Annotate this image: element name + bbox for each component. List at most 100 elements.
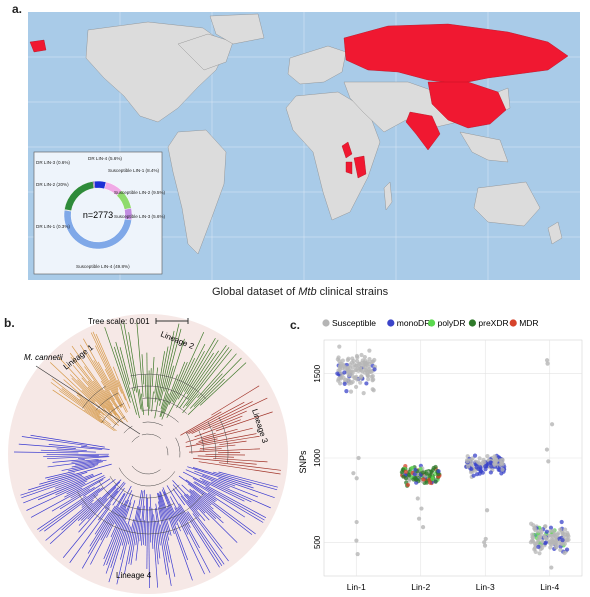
- tree-leaf-branch: [61, 502, 93, 531]
- tree-leaf-branch: [193, 482, 216, 497]
- data-point: [427, 473, 432, 478]
- tree-leaf-branch: [186, 352, 214, 395]
- tree-leaf-branch: [186, 493, 206, 514]
- world-map: n=2773 DR LIN-3 (0.6%) DR LIN-4 (5.6%) S…: [28, 12, 580, 280]
- data-point: [470, 456, 475, 461]
- tree-leaf-branch: [154, 374, 160, 403]
- tree-leaf-branch: [21, 436, 88, 446]
- map-land: [85, 13, 563, 255]
- tree-internal-arc: [112, 416, 126, 428]
- tree-leaf-branch: [149, 368, 152, 409]
- data-point: [367, 369, 372, 374]
- tree-leaf-branch: [190, 494, 217, 520]
- tree-leaf-branch: [186, 401, 245, 434]
- data-point: [414, 477, 419, 482]
- snp-scatter-plot: Susceptible monoDR polyDR preXDR MDR 500 1000…: [298, 318, 583, 592]
- data-point: [477, 456, 482, 461]
- tree-leaf-branch: [115, 341, 137, 415]
- tree-leaf-branch: [81, 478, 116, 506]
- legend-marker-2: [428, 319, 436, 327]
- tree-internal-arc: [77, 491, 198, 535]
- tree-leaf-branch: [163, 491, 181, 532]
- donut-label-dr-lin3: DR LIN-3 (0.6%): [36, 160, 70, 165]
- data-point: [409, 465, 415, 471]
- tree-leaf-branch: [201, 435, 260, 446]
- tree-leaf-branch: [109, 380, 127, 413]
- data-point: [362, 354, 367, 360]
- data-point: [483, 466, 488, 472]
- tree-leaf-branch: [198, 461, 281, 475]
- tree-leaf-branch: [108, 522, 128, 583]
- tree-leaf-branch: [103, 386, 119, 410]
- data-point: [342, 364, 347, 369]
- tree-leaf-branch: [71, 461, 104, 468]
- tree-leaf-branch: [62, 490, 119, 558]
- data-point: [433, 479, 438, 484]
- data-point: [430, 476, 435, 482]
- data-point: [532, 545, 538, 551]
- data-point: [548, 528, 553, 534]
- tree-leaf-branch: [104, 390, 125, 420]
- data-point-outlier: [354, 538, 359, 543]
- data-point: [496, 467, 501, 472]
- data-point: [420, 470, 426, 475]
- tree-internal-arc: [142, 397, 187, 414]
- tree-internal-arc: [218, 416, 229, 464]
- donut-chart: [63, 180, 133, 250]
- data-point: [361, 391, 366, 396]
- tree-internal-arc: [123, 425, 133, 434]
- tree-leaf-branch: [151, 391, 154, 412]
- data-point-outlier: [483, 536, 488, 542]
- tree-leaf-branch: [37, 495, 87, 530]
- donut-total-label: n=2773: [83, 210, 113, 220]
- tree-leaf-branch: [159, 494, 172, 536]
- tree-leaf-branch: [179, 503, 220, 568]
- data-point: [352, 362, 357, 367]
- data-point: [550, 540, 556, 545]
- tree-leaf-branch: [149, 494, 154, 549]
- tree-leaf-branch: [92, 331, 119, 388]
- tree-leaf-branch: [143, 520, 145, 545]
- tree-leaf-branch: [166, 485, 189, 522]
- data-point: [465, 459, 470, 464]
- tree-leaf-branch: [43, 454, 99, 458]
- data-point: [489, 464, 494, 469]
- tree-leaf-branch: [159, 491, 169, 521]
- panel-a-label: a.: [12, 2, 23, 16]
- tree-leaf-branch: [106, 504, 124, 538]
- tree-internal-arc: [185, 431, 193, 454]
- data-point: [537, 534, 542, 539]
- tree-leaf-branch: [90, 332, 119, 391]
- tree-leaf-branch: [103, 499, 129, 560]
- tree-leaf-branch: [71, 458, 99, 463]
- data-point: [337, 359, 342, 364]
- data-point-outlier: [549, 422, 555, 427]
- tree-leaf-branch: [127, 519, 135, 545]
- data-point: [364, 381, 369, 386]
- tree-leaf-branch: [92, 380, 116, 411]
- data-point: [553, 545, 558, 550]
- tree-leaf-branch: [151, 356, 155, 387]
- data-point: [537, 551, 542, 556]
- tree-leaf-branch: [130, 507, 141, 565]
- tree-leaf-branch: [199, 444, 236, 450]
- tree-leaf-branch: [37, 472, 103, 501]
- tree-leaf-branch: [81, 493, 126, 569]
- data-point: [407, 478, 412, 483]
- legend-label-0: Susceptible: [332, 318, 376, 328]
- plot-axes: 500 1000 1500 Lin-1 Lin-2 Lin-3 Lin-4: [313, 364, 559, 592]
- data-point: [473, 468, 478, 473]
- tree-leaf-branch: [177, 506, 191, 528]
- tree-leaf-branch: [207, 492, 246, 518]
- tree-internal-arc: [93, 492, 204, 523]
- legend-marker-1: [387, 319, 395, 327]
- tree-leaf-branch: [177, 350, 205, 400]
- tree-leaf-branch: [52, 459, 85, 463]
- data-point: [529, 521, 534, 526]
- tree-leaf-branch: [215, 411, 273, 432]
- tree-leaf-branch: [105, 502, 132, 574]
- tree-leaf-branch: [87, 380, 117, 416]
- data-point: [340, 358, 345, 363]
- tree-leaf-branch: [148, 370, 150, 416]
- data-point: [353, 384, 359, 390]
